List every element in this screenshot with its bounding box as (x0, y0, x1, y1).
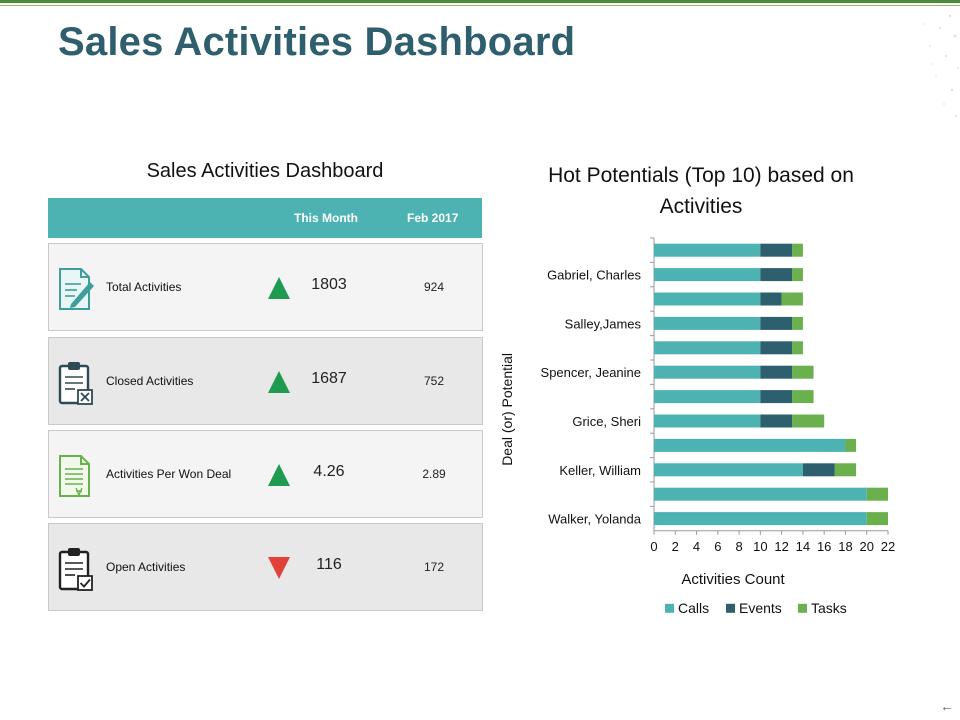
bar-tasks-7 (792, 414, 825, 428)
kpi-row-closed-activities: Closed Activities 1687 752 (48, 337, 483, 425)
y-tick-label: Keller, William (559, 463, 641, 478)
kpi-label: Activities Per Won Deal (106, 467, 232, 481)
header-prev-period: Feb 2017 (407, 211, 459, 225)
bar-tasks-0 (792, 243, 803, 257)
x-tick-label: 8 (735, 539, 742, 554)
trend-up-icon (268, 371, 290, 393)
trend-down-icon (268, 557, 290, 579)
bar-events-3 (760, 316, 793, 330)
bar-tasks-3 (792, 316, 803, 330)
x-axis-label: Activities Count (681, 571, 785, 588)
kpi-prev-value: 172 (423, 560, 445, 574)
kpi-prev-value: 2.89 (422, 467, 446, 481)
top-accent-line (0, 5, 960, 6)
legend-swatch-events (726, 603, 735, 613)
bar-calls-1 (654, 268, 761, 282)
bar-calls-5 (654, 365, 761, 379)
bar-tasks-8 (845, 438, 857, 452)
bar-tasks-9 (834, 463, 857, 477)
kpi-label: Open Activities (106, 560, 186, 574)
legend-label-calls: Calls (678, 600, 709, 616)
kpi-label: Total Activities (106, 280, 182, 294)
x-tick-label: 6 (714, 539, 721, 554)
x-tick-label: 2 (672, 539, 679, 554)
bar-events-0 (760, 243, 793, 257)
bar-calls-11 (654, 512, 867, 526)
corner-decoration (924, 14, 959, 117)
y-axis-label: Deal (or) Potential (499, 353, 515, 466)
bar-calls-2 (654, 292, 761, 306)
kpi-this-month-value: 1803 (311, 276, 347, 293)
bar-tasks-2 (781, 292, 803, 306)
bar-events-9 (802, 463, 835, 477)
document-currency-icon (59, 455, 90, 497)
bar-tasks-5 (792, 365, 814, 379)
y-tick-label: Salley,James (565, 316, 642, 331)
legend-swatch-tasks (798, 603, 807, 613)
header-this-month: This Month (294, 211, 358, 225)
x-tick-label: 0 (650, 539, 657, 554)
bar-tasks-10 (866, 487, 888, 501)
bar-events-6 (760, 390, 793, 404)
x-tick-label: 10 (753, 539, 767, 554)
page-title: Sales Activities Dashboard (58, 20, 576, 64)
x-tick-label: 18 (838, 539, 852, 554)
x-tick-label: 16 (817, 539, 831, 554)
x-tick-label: 12 (774, 539, 788, 554)
kpi-label: Closed Activities (106, 374, 194, 388)
table-title: Sales Activities Dashboard (146, 160, 384, 182)
chart-title: Hot Potentials (Top 10) based on Activit… (548, 164, 854, 218)
back-arrow-icon[interactable]: ← (940, 698, 954, 714)
bar-tasks-1 (792, 268, 803, 282)
kpi-this-month-value: 116 (316, 556, 342, 573)
legend-label-tasks: Tasks (811, 600, 847, 616)
bar-tasks-11 (866, 512, 888, 526)
bar-tasks-6 (792, 390, 814, 404)
top-accent-bar (0, 0, 960, 3)
clipboard-check-icon (58, 548, 93, 591)
bar-calls-7 (654, 414, 761, 428)
bar-calls-0 (654, 243, 761, 257)
bar-calls-9 (654, 463, 803, 477)
trend-up-icon (268, 277, 290, 299)
kpi-this-month-value: 4.26 (313, 463, 345, 480)
kpi-prev-value: 752 (423, 374, 445, 388)
y-tick-label: Spencer, Jeanine (541, 365, 641, 380)
y-tick-label: Walker, Yolanda (548, 512, 642, 527)
table-header: This Month Feb 2017 (48, 198, 482, 238)
bar-events-5 (760, 365, 793, 379)
x-tick-label: 14 (796, 539, 810, 554)
bar-events-2 (760, 292, 782, 306)
kpi-prev-value: 924 (423, 280, 445, 294)
bar-events-1 (760, 268, 793, 282)
y-tick-label: Gabriel, Charles (547, 268, 641, 283)
bar-calls-4 (654, 341, 761, 355)
document-pen-icon (59, 268, 94, 310)
bar-calls-6 (654, 390, 761, 404)
legend-swatch-calls (665, 603, 674, 613)
chart-plot-area: Gabriel, Charles Salley,James Spencer, Jea… (499, 237, 895, 616)
kpi-row-activities-per-won-deal: Activities Per Won Deal 4.26 2.89 (48, 430, 483, 518)
bar-tasks-4 (792, 341, 803, 355)
x-tick-label: 20 (859, 539, 873, 554)
kpi-row-total-activities: Total Activities 1803 924 (48, 243, 483, 331)
kpi-row-open-activities: Open Activities 116 172 (48, 523, 483, 611)
legend-label-events: Events (739, 600, 782, 616)
bar-calls-3 (654, 316, 761, 330)
bar-events-7 (760, 414, 793, 428)
x-tick-label: 22 (881, 539, 895, 554)
y-tick-label: Grice, Sheri (572, 414, 641, 429)
bar-calls-8 (654, 438, 846, 452)
kpi-this-month-value: 1687 (311, 370, 347, 387)
clipboard-x-icon (58, 362, 93, 405)
bar-calls-10 (654, 487, 867, 501)
bar-events-4 (760, 341, 793, 355)
hot-potentials-chart: Gabriel, Charles Salley,James Spencer, Jea… (499, 237, 895, 616)
trend-up-icon (268, 464, 290, 486)
x-tick-label: 4 (693, 539, 700, 554)
